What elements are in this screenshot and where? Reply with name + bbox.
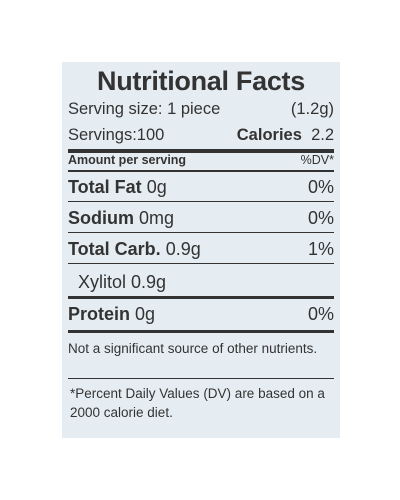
nutrient: Protein 0g bbox=[68, 304, 155, 325]
servings-line: Servings:100 Calories 2.2 bbox=[68, 126, 334, 145]
nutrient-amount: 0g bbox=[135, 304, 156, 324]
rule bbox=[68, 263, 334, 264]
serving-line: Serving size: 1 piece (1.2g) bbox=[68, 100, 334, 119]
nutrient-name: Sodium bbox=[68, 208, 134, 228]
nutrient-dv: 0% bbox=[307, 177, 334, 197]
nutrient-amount: 0mg bbox=[139, 208, 175, 228]
nutrient-row: Total Carb. 0.9g 1% bbox=[68, 239, 334, 260]
note: *Percent Daily Values (DV) are based on … bbox=[70, 386, 325, 420]
nutrient-name: Xylitol bbox=[78, 272, 127, 292]
servings: Servings:100 bbox=[68, 126, 164, 145]
nutrient-dv: 0% bbox=[307, 208, 334, 228]
nutrition-label: Nutritional Facts Serving size: 1 piece … bbox=[62, 62, 340, 438]
title: Nutritional Facts bbox=[97, 66, 305, 96]
rule bbox=[68, 232, 334, 233]
nutrient-amount: 0.9g bbox=[131, 272, 167, 292]
rule bbox=[68, 378, 334, 379]
rule bbox=[68, 149, 334, 153]
nutrient-amount: 0g bbox=[146, 177, 167, 197]
note: Not a significant source of other nutrie… bbox=[68, 341, 318, 356]
dv: %DV* bbox=[300, 153, 334, 167]
value: 2.2 bbox=[311, 126, 334, 144]
nutrient-name: Protein bbox=[68, 304, 131, 324]
nutrient: Xylitol 0.9g bbox=[68, 272, 166, 293]
rule bbox=[68, 296, 334, 299]
label: Servings: bbox=[68, 126, 137, 144]
nutrient-row: Xylitol 0.9g bbox=[68, 272, 334, 293]
nutrient-name: Total Fat bbox=[68, 177, 142, 197]
rule bbox=[68, 170, 334, 172]
rule bbox=[68, 330, 334, 333]
amount-header: Amount per serving %DV* bbox=[68, 153, 334, 167]
nutrient-name: Total Carb. bbox=[68, 239, 161, 259]
value: 1 piece bbox=[167, 100, 221, 118]
nutrient-row: Total Fat 0g 0% bbox=[68, 177, 334, 198]
nutrient-dv: 1% bbox=[307, 239, 334, 259]
nutrient-row: Protein 0g 0% bbox=[68, 304, 334, 325]
amount: Amount per serving bbox=[68, 153, 187, 167]
rule bbox=[68, 201, 334, 202]
nutrient: Sodium 0mg bbox=[68, 208, 174, 229]
nutrient: Total Carb. 0.9g bbox=[68, 239, 201, 260]
nutrient-amount: 0.9g bbox=[165, 239, 201, 259]
nutrient: Total Fat 0g bbox=[68, 177, 167, 198]
serving-size: Serving size: 1 piece bbox=[68, 100, 220, 119]
value: 100 bbox=[136, 126, 165, 144]
label: Calories bbox=[236, 126, 302, 144]
serving-weight: (1.2g) bbox=[290, 100, 334, 118]
calories: Calories 2.2 bbox=[237, 126, 334, 145]
nutrient-row: Sodium 0mg 0% bbox=[68, 208, 334, 229]
nutrient-dv: 0% bbox=[307, 304, 334, 324]
label: Serving size: bbox=[68, 100, 163, 118]
